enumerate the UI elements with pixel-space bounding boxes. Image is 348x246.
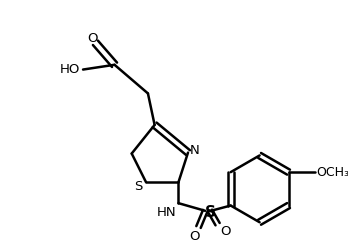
Text: HO: HO [60, 63, 80, 76]
Text: S: S [134, 181, 143, 193]
Text: O: O [87, 31, 98, 45]
Text: N: N [190, 144, 199, 157]
Text: O: O [220, 225, 230, 238]
Text: OCH₃: OCH₃ [316, 166, 348, 179]
Text: HN: HN [157, 206, 177, 219]
Text: S: S [205, 205, 215, 220]
Text: O: O [189, 230, 200, 243]
